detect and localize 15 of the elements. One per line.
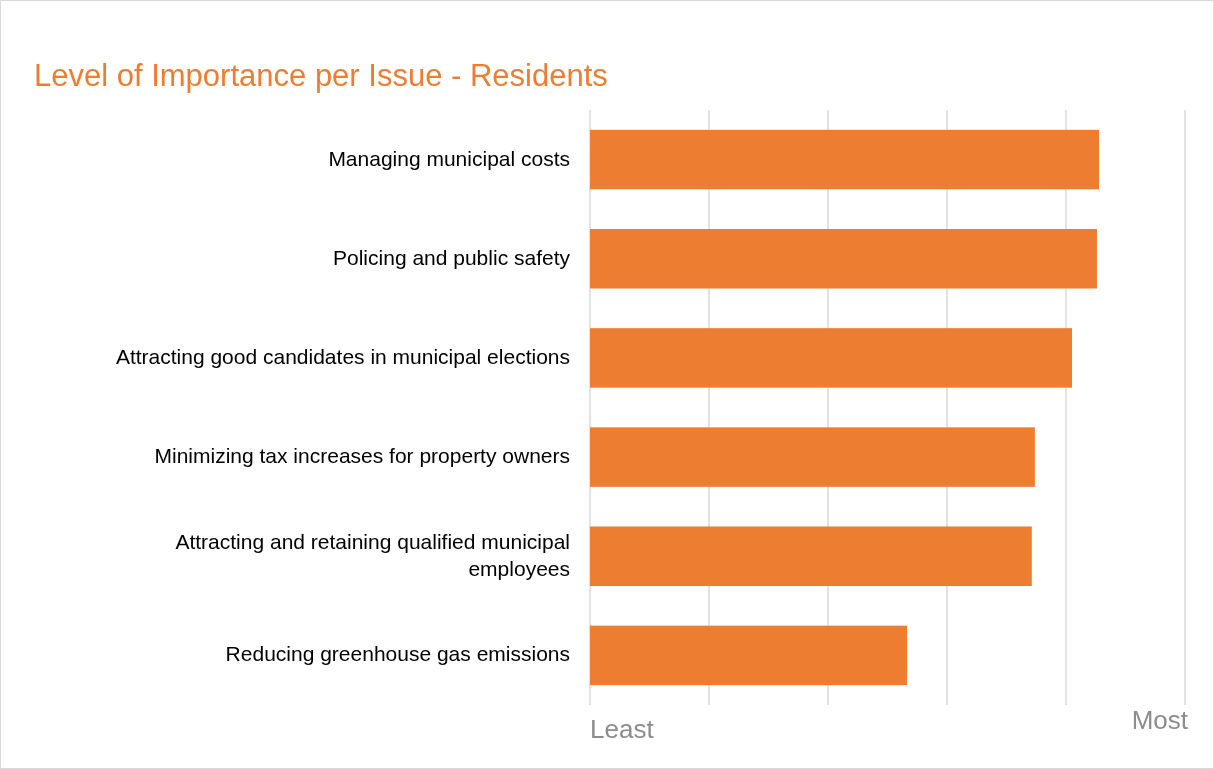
text: Most [1131,705,1189,735]
text: Least [590,714,655,744]
bar [590,229,1097,289]
bar [590,328,1073,388]
y-tick-label: Minimizing tax increases for property owners [154,443,570,467]
y-tick-label: Managing municipal costs [328,146,570,170]
bar [590,526,1032,586]
y-tick-label: Policing and public safety [333,245,571,269]
bar [590,427,1035,487]
bar [590,625,908,686]
y-tick-label: Attracting good candidates in municipal elections [115,344,570,368]
text: Level of Importance per Issue - Residents [34,58,608,93]
y-tick-label: Reducing greenhouse gas emissions [225,641,570,665]
y-tick-label: Attracting and retaining qualified municipal employees [175,529,570,580]
bar [590,129,1099,190]
